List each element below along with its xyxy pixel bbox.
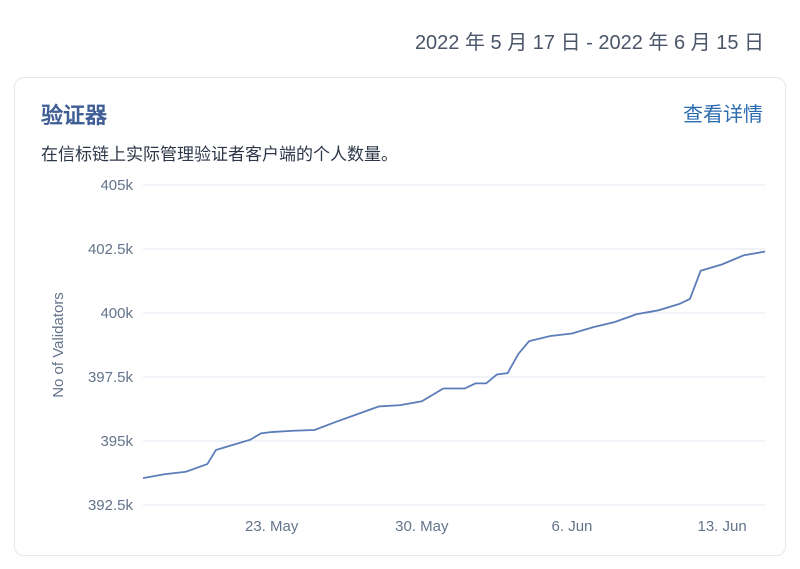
y-tick-label: 400k [100, 305, 133, 322]
y-axis-label: No of Validators [50, 292, 67, 398]
series-line [143, 252, 765, 479]
x-tick-label: 30. May [395, 518, 449, 535]
y-tick-label: 395k [100, 433, 133, 450]
validators-card: 验证器 查看详情 在信标链上实际管理验证者客户端的个人数量。 392.5k 395… [14, 77, 786, 556]
chart-svg: 392.5k 395k 397.5k 400k 402.5k 405k 23. May 30.… [25, 175, 775, 545]
x-tick-label: 6. Jun [552, 518, 593, 535]
y-tick-label: 405k [100, 177, 133, 194]
y-tick-label: 402.5k [88, 241, 134, 258]
details-link[interactable]: 查看详情 [683, 98, 763, 127]
validators-chart: 392.5k 395k 397.5k 400k 402.5k 405k 23. May 30.… [25, 175, 775, 545]
y-tick-label: 392.5k [88, 497, 134, 514]
x-tick-label: 23. May [245, 518, 299, 535]
y-tick-label: 397.5k [88, 369, 134, 386]
card-title: 验证器 [41, 98, 107, 130]
card-header: 验证器 查看详情 [25, 98, 775, 134]
x-tick-label: 13. Jun [697, 518, 746, 535]
date-range: 2022 年 5 月 17 日 - 2022 年 6 月 15 日 [0, 0, 800, 77]
card-subtitle: 在信标链上实际管理验证者客户端的个人数量。 [25, 134, 775, 175]
